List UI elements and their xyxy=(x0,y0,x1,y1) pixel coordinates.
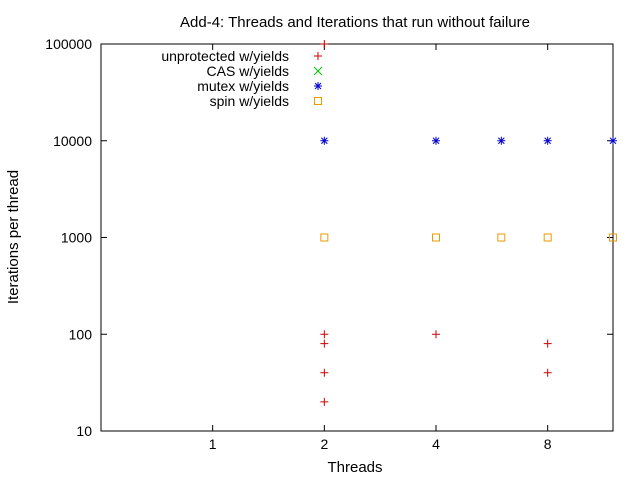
x-tick-label: 4 xyxy=(432,436,440,452)
data-point xyxy=(543,136,552,145)
data-point xyxy=(543,339,552,348)
data-point xyxy=(432,136,441,145)
x-tick-label: 8 xyxy=(544,436,552,452)
y-tick-label: 10 xyxy=(76,423,92,439)
y-tick-label: 1000 xyxy=(61,230,92,246)
y-tick-label: 10000 xyxy=(53,133,92,149)
legend-marker xyxy=(314,52,322,60)
data-point xyxy=(543,368,552,377)
legend-label: mutex w/yields xyxy=(197,78,289,94)
axes: 1 2 4 8 10 100 1000 10000 100000 xyxy=(45,36,613,452)
data-point xyxy=(543,233,552,242)
data-point xyxy=(320,40,329,48)
data-point xyxy=(497,136,506,145)
legend-label: spin w/yields xyxy=(210,93,289,109)
data-point xyxy=(609,136,617,145)
y-axis-label: Iterations per thread xyxy=(5,170,22,304)
legend-marker xyxy=(313,66,323,76)
data-point xyxy=(432,233,441,242)
plot-frame xyxy=(100,43,614,432)
x-axis-label: Threads xyxy=(327,459,382,476)
chart-title: Add-4: Threads and Iterations that run w… xyxy=(180,14,530,31)
x-tick-label: 2 xyxy=(320,436,328,452)
legend-marker xyxy=(314,97,322,105)
data-marks xyxy=(320,40,617,406)
data-point xyxy=(320,330,329,339)
legend-marker xyxy=(314,82,322,90)
y-tick-label: 100 xyxy=(69,326,93,342)
x-tick-label: 1 xyxy=(209,436,217,452)
data-point xyxy=(320,397,329,406)
y-tick-label: 100000 xyxy=(45,36,92,52)
data-point xyxy=(432,330,441,339)
data-point xyxy=(497,233,506,242)
data-point xyxy=(320,136,329,145)
data-point xyxy=(609,233,617,242)
data-point xyxy=(320,368,329,377)
legend-label: unprotected w/yields xyxy=(161,48,289,64)
legend-label: CAS w/yields xyxy=(207,63,289,79)
data-point xyxy=(320,339,329,348)
data-point xyxy=(320,233,329,242)
